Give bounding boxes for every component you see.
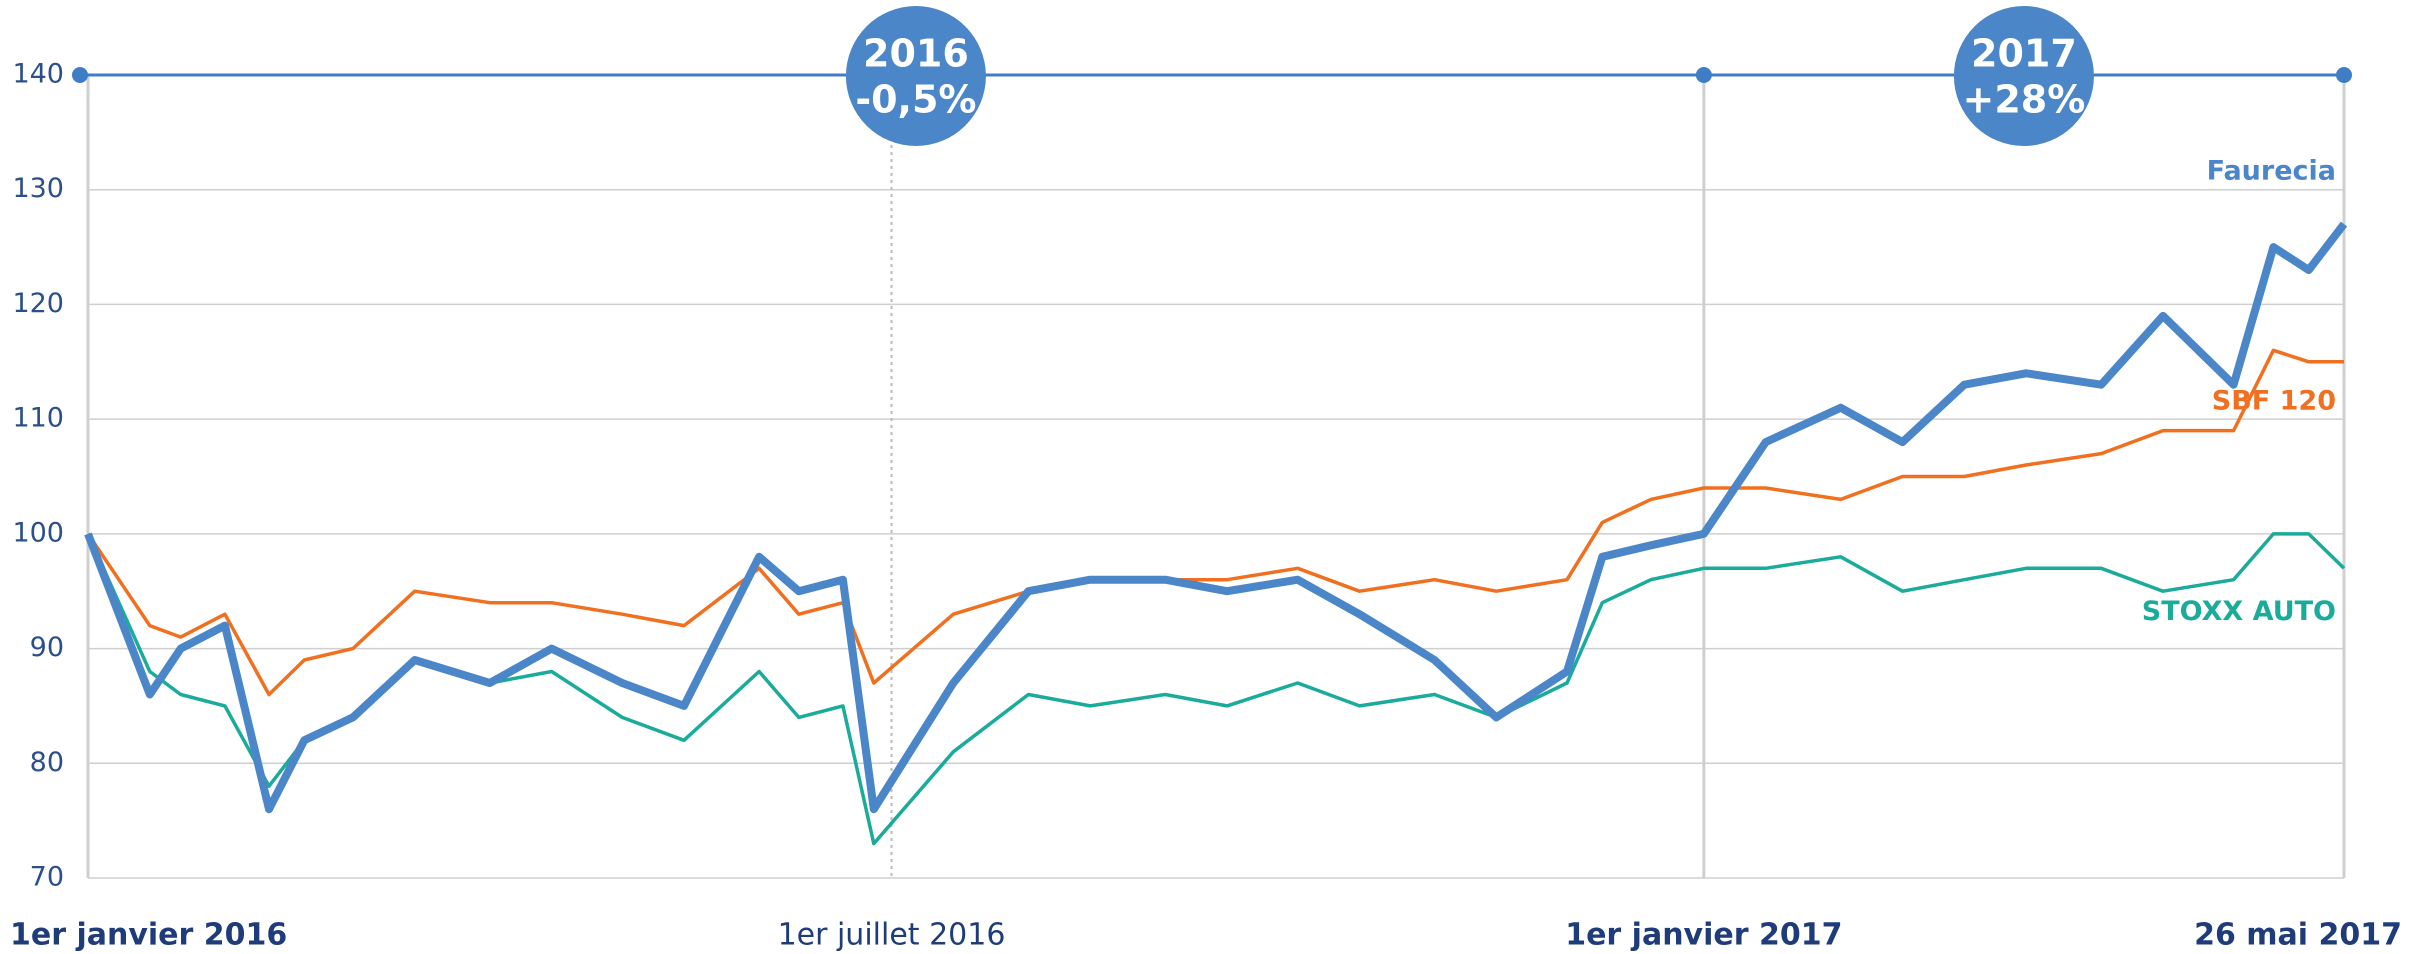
- x-tick-label: 26 mai 2017: [2194, 918, 2402, 953]
- y-tick-label: 130: [12, 173, 64, 204]
- y-tick-label: 120: [12, 288, 64, 319]
- annotation-text: +28%: [1963, 78, 2086, 122]
- x-tick-label: 1er janvier 2017: [1565, 918, 1842, 953]
- annotation-text: -0,5%: [855, 78, 976, 122]
- y-tick-label: 80: [30, 747, 64, 778]
- x-tick-label: 1er juillet 2016: [778, 918, 1006, 953]
- annotation-bubble: [1953, 6, 2094, 146]
- series-line: [84, 221, 2348, 814]
- top-dot: [2336, 67, 2352, 83]
- series-label: Faurecia: [2207, 156, 2336, 187]
- annotation-bubble: [845, 6, 986, 146]
- top-dot: [1695, 67, 1712, 83]
- y-tick-label: 70: [30, 862, 64, 893]
- annotation-text: 2016: [863, 32, 969, 76]
- y-tick-label: 90: [30, 632, 64, 663]
- y-tick-label: 140: [12, 59, 64, 90]
- x-tick-label: 1er janvier 2016: [10, 918, 287, 953]
- top-dot: [72, 67, 88, 83]
- y-tick-label: 110: [12, 403, 64, 434]
- series-label: STOXX AUTO: [2142, 596, 2336, 627]
- y-tick-label: 100: [12, 517, 64, 548]
- series-label: SBF 120: [2212, 385, 2336, 416]
- series-line: [86, 348, 2344, 697]
- annotation-text: 2017: [1971, 32, 2077, 76]
